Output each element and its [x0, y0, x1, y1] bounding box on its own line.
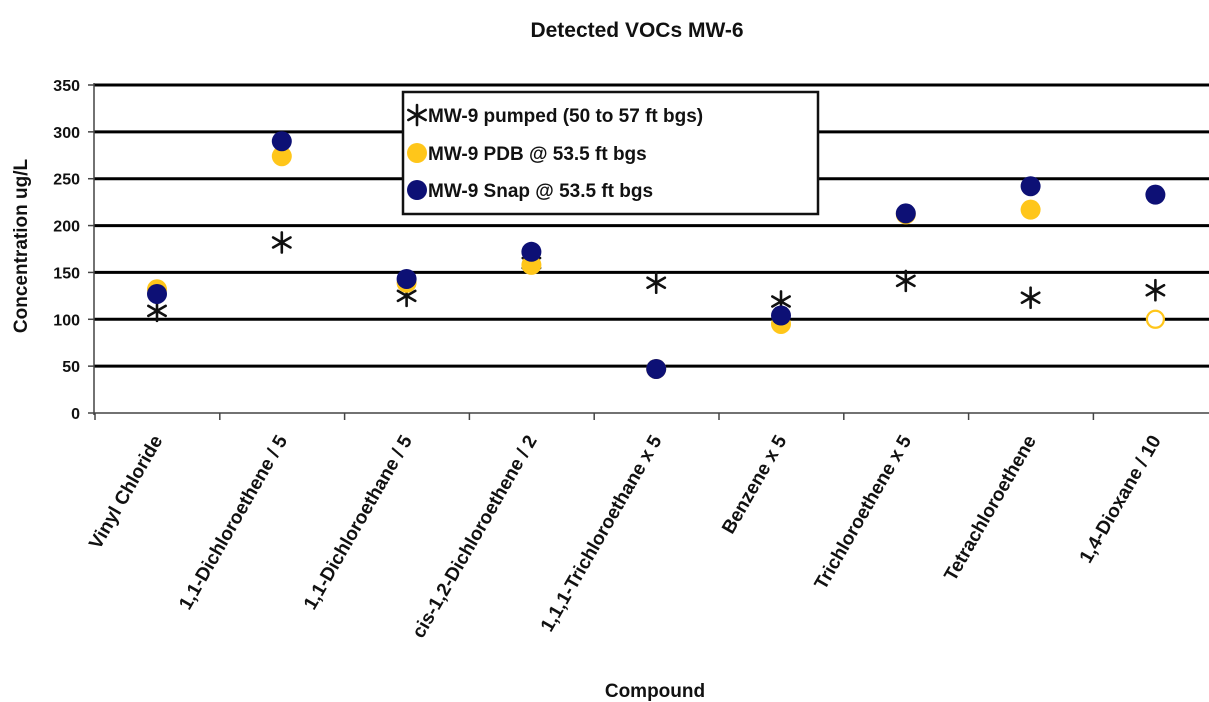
legend-box — [401, 90, 820, 216]
category-label: Vinyl Chloride — [85, 432, 167, 553]
data-point-snap — [771, 305, 791, 326]
category-label: 1,1,1-Trichloroethane x 5 — [537, 432, 667, 636]
category-label: Trichloroethene x 5 — [811, 432, 917, 594]
legend: MW-9 pumped (50 to 57 ft bgs) MW-9 PDB @ … — [401, 90, 820, 216]
legend-label: MW-9 PDB @ 53.5 ft bgs — [428, 144, 647, 165]
data-point-pumped — [1020, 286, 1041, 310]
category-label: Tetrachloroethene — [941, 432, 1041, 585]
data-point-snap — [646, 358, 667, 379]
data-point-snap — [521, 241, 542, 262]
chart-title: Detected VOCs MW-6 — [530, 19, 743, 42]
data-point-snap — [1145, 184, 1166, 205]
y-tick-label: 250 — [53, 172, 80, 189]
data-point-pumped — [1145, 278, 1166, 302]
category-label: 1,4-Dioxane / 10 — [1076, 432, 1166, 567]
x-category-labels: Vinyl Chloride 1,1-Dichloroethene / 5 1,1-… — [85, 432, 1165, 642]
data-point-pdb — [271, 146, 292, 167]
data-point-pumped — [646, 271, 667, 295]
data-point-snap — [271, 131, 292, 152]
y-axis-title: Concentration ug/L — [11, 159, 32, 334]
legend-marker-pumped — [407, 103, 427, 127]
x-axis-title: Compound — [605, 681, 705, 702]
data-point-pdb — [1020, 199, 1041, 220]
data-point-snap — [147, 283, 167, 304]
y-tick-label: 200 — [53, 219, 80, 236]
y-tick-labels: 0 50 100 150 200 250 300 350 — [53, 78, 80, 423]
data-point-pdb — [1145, 309, 1166, 329]
y-tick-label: 150 — [53, 265, 80, 282]
y-tick-label: 100 — [53, 312, 80, 329]
category-label: 1,1-Dichloroethane / 5 — [300, 432, 417, 614]
data-point-snap — [895, 203, 916, 224]
category-label: 1,1-Dichloroethene / 5 — [175, 432, 292, 614]
legend-marker-pdb — [407, 143, 427, 163]
data-point-pumped — [147, 299, 167, 323]
y-tick-label: 50 — [62, 359, 80, 376]
legend-label: MW-9 pumped (50 to 57 ft bgs) — [428, 106, 703, 127]
y-tick-label: 300 — [53, 125, 80, 142]
axes — [88, 83, 1209, 420]
category-label: cis-1,2-Dichloroethene / 2 — [408, 432, 541, 642]
legend-label: MW-9 Snap @ 53.5 ft bgs — [428, 181, 653, 202]
legend-marker-snap — [407, 180, 427, 200]
data-point-snap — [1020, 176, 1041, 197]
category-label: Benzene x 5 — [718, 432, 791, 538]
y-tick-label: 350 — [53, 78, 80, 95]
y-tick-label: 0 — [71, 406, 80, 423]
data-point-pumped — [895, 269, 916, 293]
data-point-snap — [396, 268, 417, 289]
data-point-pumped — [271, 231, 292, 254]
data-points — [147, 131, 1166, 379]
